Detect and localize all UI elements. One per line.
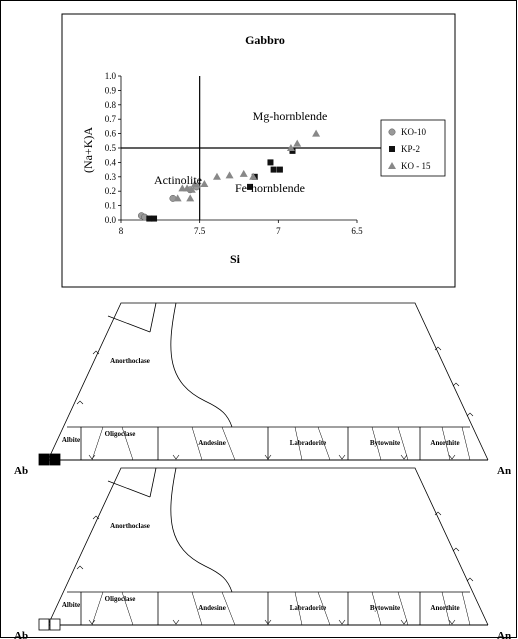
corner-label-left: Ab [14, 630, 28, 639]
y-tick-label: 0.2 [105, 186, 116, 196]
field-label: Albite [62, 436, 80, 444]
edge-arrow [77, 566, 83, 569]
legend-label: KO - 15 [401, 161, 431, 171]
x-tick-label: 8 [119, 226, 124, 236]
field-fe-hornblende: Fe-hornblende [235, 181, 305, 195]
base-arrow [339, 455, 345, 459]
field-label: Bytownite [370, 604, 400, 612]
base-arrow [173, 455, 179, 459]
edge-arrow [453, 383, 459, 386]
edge-arrow [467, 413, 473, 416]
base-arrow [89, 455, 95, 459]
y-tick-label: 0.7 [105, 114, 117, 124]
field-label: Anorthite [430, 439, 459, 447]
edge-arrow [77, 401, 83, 404]
tie-line [462, 592, 470, 625]
edge-arrow [453, 548, 459, 551]
data-point-square [267, 159, 273, 165]
tie-line [462, 427, 470, 460]
x-tick-label: 7 [276, 226, 281, 236]
legend-label: KO-10 [401, 127, 426, 137]
base-arrow [401, 620, 407, 624]
open-square-point [39, 619, 49, 630]
base-arrow [449, 455, 455, 459]
chart-title: Gabbro [245, 33, 285, 47]
data-point-square [277, 167, 283, 173]
y-tick-label: 1.0 [105, 71, 117, 81]
legend-marker-square [389, 146, 395, 152]
ternary-diagram-2: Anorthoclase Albite Oligoclase Andesine Labr… [14, 468, 511, 639]
amphibole-chart: Gabbro 0.0 0.1 0.2 0.3 0.4 0.5 0.6 0.7 0.8 0.9 1.0… [62, 14, 455, 287]
field-label: Anorthoclase [110, 357, 150, 365]
tie-line [92, 427, 103, 460]
x-axis-label: Si [230, 252, 241, 266]
field-label: Anorthite [430, 604, 459, 612]
y-tick-label: 0.6 [105, 129, 117, 139]
field-label: Oligoclase [105, 595, 136, 603]
x-tick-label: 6.5 [351, 226, 363, 236]
anorthoclase-boundary [108, 468, 232, 592]
edge-arrow [467, 578, 473, 581]
y-tick-label: 0.0 [105, 215, 117, 225]
tie-line [92, 592, 103, 625]
legend: KO-10 KP-2 KO - 15 [381, 120, 445, 176]
base-arrow [449, 620, 455, 624]
base-arrow [89, 620, 95, 624]
boundary-segment [150, 468, 156, 497]
base-arrow [173, 620, 179, 624]
corner-label-right: An [497, 630, 511, 639]
field-label: Oligoclase [105, 430, 136, 438]
field-mg-hornblende: Mg-hornblende [253, 109, 328, 123]
y-tick-label: 0.1 [105, 201, 116, 211]
y-tick-label: 0.8 [105, 100, 117, 110]
field-label: Albite [62, 601, 80, 609]
field-label: Anorthoclase [110, 522, 150, 530]
anorthoclase-boundary [108, 303, 232, 427]
y-axis-label: (Na+K)A [81, 127, 95, 173]
data-point-square [151, 216, 157, 222]
legend-marker-circle [389, 129, 395, 135]
filled-square-point [50, 454, 60, 465]
y-tick-label: 0.5 [105, 143, 117, 153]
y-tick-label: 0.9 [105, 85, 117, 95]
field-label: Andesine [198, 604, 226, 612]
y-tick-label: 0.4 [105, 157, 117, 167]
legend-label: KP-2 [401, 144, 420, 154]
boundary-segment [150, 303, 156, 332]
field-label: Labradorite [290, 439, 327, 447]
x-tick-label: 7.5 [194, 226, 206, 236]
field-label: Bytownite [370, 439, 400, 447]
open-square-point [50, 619, 60, 630]
data-point-square [271, 167, 277, 173]
corner-label-left: Ab [14, 465, 28, 477]
corner-label-right: An [497, 465, 511, 477]
base-arrow [339, 620, 345, 624]
field-label: Labradorite [290, 604, 327, 612]
y-tick-label: 0.3 [105, 172, 117, 182]
base-arrow [401, 455, 407, 459]
field-label: Andesine [198, 439, 226, 447]
field-actinolite: Actinolite [154, 173, 202, 187]
ternary-diagram-1: Anorthoclase Albite Oligoclase Andesine Labr… [14, 303, 511, 477]
filled-square-point [39, 454, 49, 465]
